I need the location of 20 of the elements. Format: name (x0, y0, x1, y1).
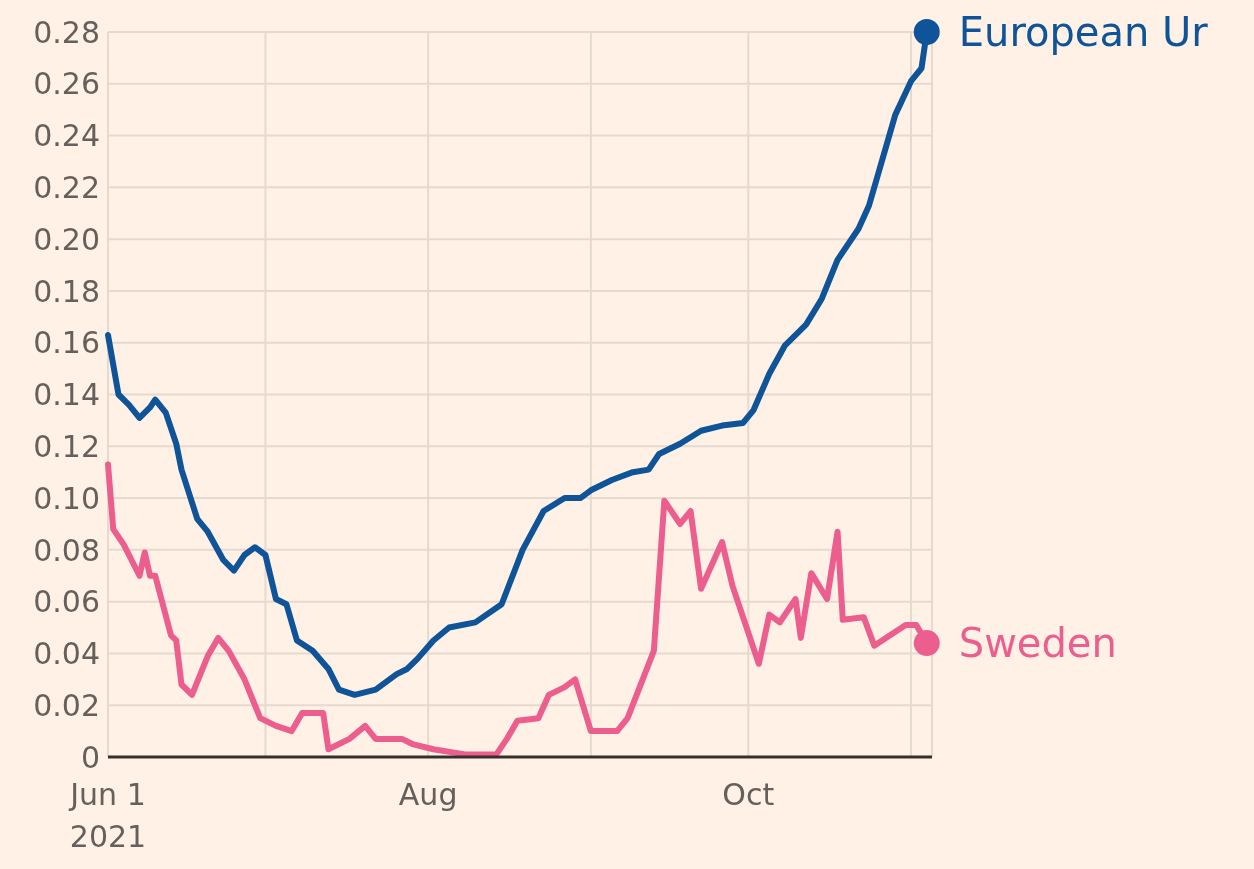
y-tick-label: 0.24 (33, 118, 100, 154)
y-tick-label: 0.26 (33, 66, 100, 102)
y-tick-label: 0.12 (33, 428, 100, 464)
x-tick-label: Jun 1 2021 (68, 777, 147, 854)
y-tick-label: 0.18 (33, 273, 100, 309)
y-tick-label: 0.28 (33, 14, 100, 50)
x-tick-label: Oct (722, 777, 775, 812)
y-tick-label: 0.02 (33, 687, 100, 723)
y-tick-label: 0.14 (33, 377, 100, 413)
y-tick-label: 0.04 (33, 636, 100, 672)
y-tick-label: 0.16 (33, 325, 100, 361)
y-tick-label: 0.06 (33, 584, 100, 620)
y-tick-label: 0.22 (33, 170, 100, 206)
series-label: Sweden (958, 620, 1117, 667)
y-tick-label: 0 (80, 739, 100, 775)
y-tick-label: 0.08 (33, 532, 100, 568)
x-tick-label: Aug (398, 777, 458, 812)
y-tick-label: 0.20 (33, 221, 100, 257)
series-label: European Ur (958, 9, 1209, 55)
y-tick-label: 0.10 (33, 480, 100, 516)
